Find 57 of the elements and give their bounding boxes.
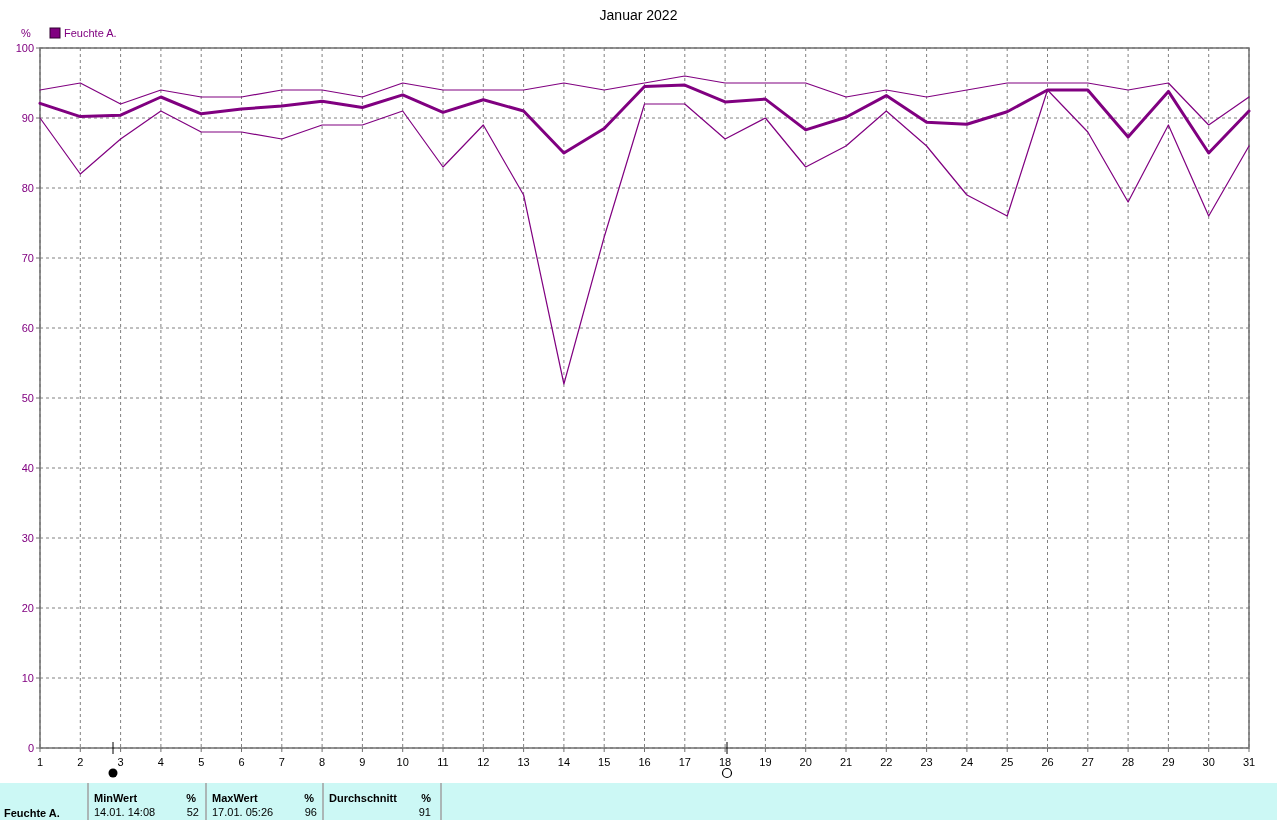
x-tick-label: 23: [920, 756, 933, 768]
x-tick-label: 1: [36, 756, 44, 768]
x-tick-label: 15: [598, 756, 611, 768]
x-tick-label: 3: [117, 756, 124, 768]
text: MaxWert: [212, 792, 258, 804]
x-tick-label: 17: [678, 756, 691, 768]
y-tick-label: 70: [21, 251, 34, 264]
x-tick-label: 29: [1162, 756, 1175, 768]
y-tick-label: 20: [21, 601, 34, 614]
text: 96: [304, 806, 317, 818]
x-tick-label: 27: [1081, 756, 1094, 768]
y-tick-label: 0: [27, 741, 34, 754]
text: Feuchte A.: [4, 807, 60, 819]
x-tick-label: 10: [396, 756, 409, 768]
x-tick-label: 9: [359, 756, 366, 768]
x-tick-label: 8: [319, 756, 326, 768]
text: 17.01. 05:26: [212, 806, 274, 818]
text: MinWert: [94, 792, 138, 804]
text: 14.01. 14:08: [94, 806, 156, 818]
x-tick-label: 13: [517, 756, 530, 768]
x-tick-label: 12: [477, 756, 490, 768]
text: %: [421, 792, 432, 804]
x-tick-label: 11: [437, 756, 449, 768]
x-tick-label: 4: [157, 756, 164, 768]
x-tick-label: 18: [718, 756, 732, 768]
x-tick-label: 20: [799, 756, 812, 768]
x-tick-label: 21: [839, 756, 853, 768]
x-tick-label: 28: [1121, 756, 1135, 768]
text: Durchschnitt: [329, 792, 398, 804]
x-tick-label: 19: [759, 756, 772, 768]
y-tick-label: 60: [21, 321, 34, 334]
y-tick-label: 100: [15, 41, 34, 54]
x-tick-label: 25: [1001, 756, 1014, 768]
text: 52: [186, 806, 199, 818]
x-tick-label: 14: [557, 756, 571, 768]
chart-title: Januar 2022: [599, 7, 678, 23]
y-tick-label: 10: [21, 671, 34, 684]
y-tick-label: 30: [21, 531, 34, 544]
x-tick-label: 22: [880, 756, 893, 768]
y-tick-label: 40: [21, 461, 34, 474]
x-tick-label: 2: [77, 756, 84, 768]
x-tick-label: 5: [198, 756, 205, 768]
text: %: [304, 792, 315, 804]
text: %: [186, 792, 197, 804]
y-tick-label: 80: [21, 181, 34, 194]
y-tick-label: 50: [21, 391, 34, 404]
text: 91: [418, 806, 431, 818]
x-tick-label: 26: [1041, 756, 1054, 768]
x-tick-label: 6: [238, 756, 245, 768]
x-tick-label: 7: [278, 756, 285, 768]
x-tick-label: 16: [638, 756, 651, 768]
x-tick-label: 24: [960, 756, 974, 768]
legend-label: Feuchte A.: [64, 26, 117, 39]
x-tick-label: 30: [1202, 756, 1215, 768]
y-tick-label: 90: [21, 111, 34, 124]
x-tick-label: 31: [1242, 756, 1256, 768]
y-axis-title: %: [21, 27, 32, 39]
